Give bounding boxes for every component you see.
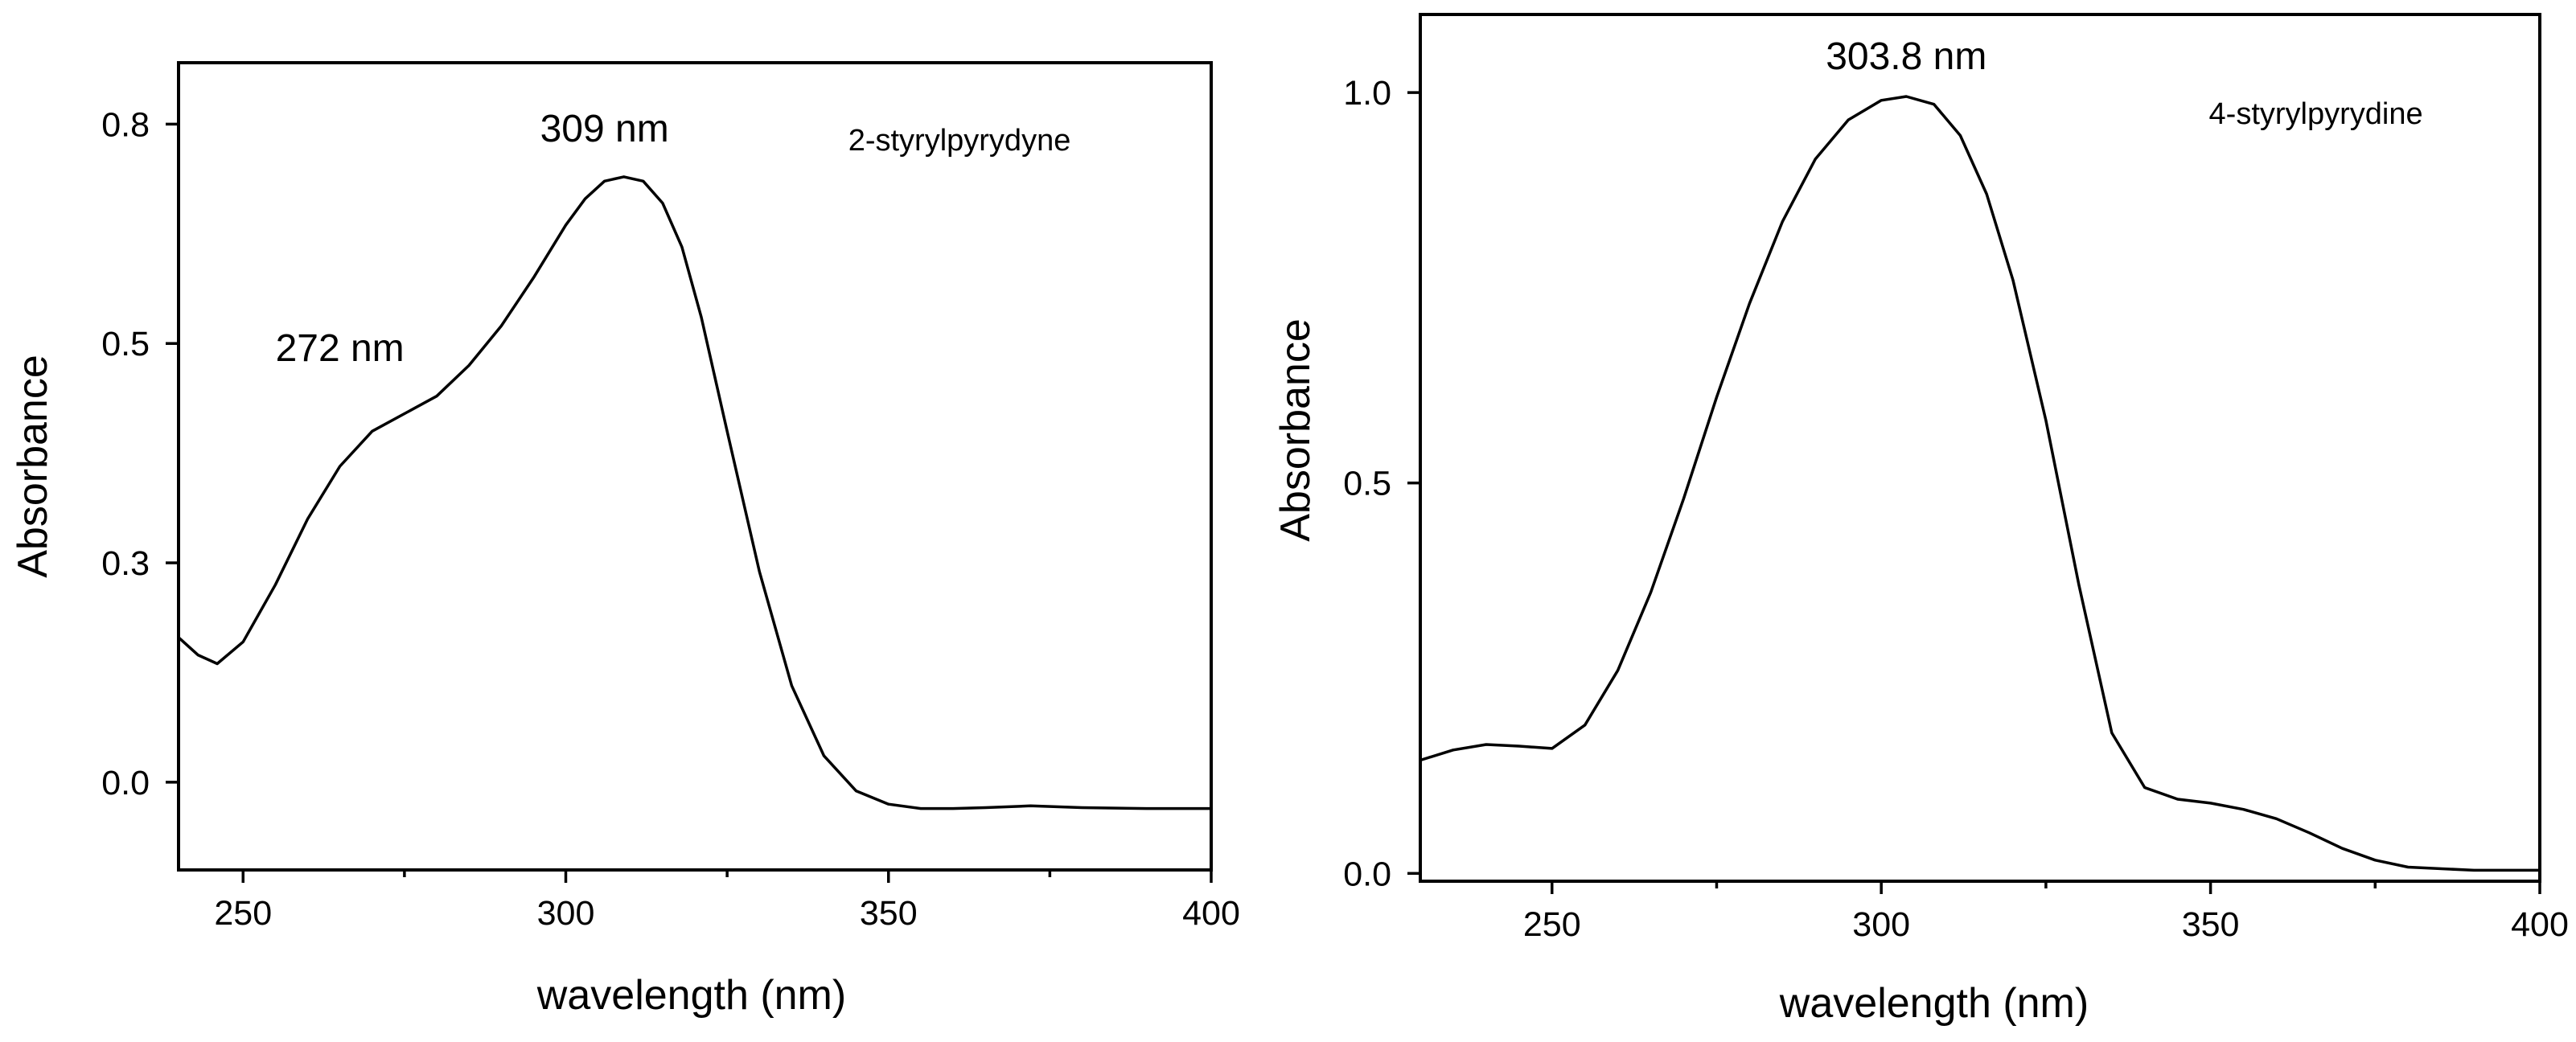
x-tick-label: 400	[2511, 905, 2569, 944]
absorbance-curve	[177, 175, 1213, 810]
y-tick-label: 0.8	[101, 105, 150, 144]
absorbance-curve	[1419, 95, 2541, 872]
x-tick-label: 300	[537, 894, 595, 933]
x-axis-title: wavelength (nm)	[1779, 980, 2089, 1027]
y-tick-label: 0.3	[101, 544, 150, 583]
compound-label: 2-styrylpyrydyne	[848, 124, 1071, 158]
plot-frame	[177, 61, 1213, 872]
x-tick-label: 250	[1523, 905, 1581, 944]
x-tick-label: 400	[1182, 894, 1240, 933]
peak-label: 309 nm	[540, 108, 669, 150]
x-axis-title: wavelength (nm)	[536, 972, 846, 1019]
x-tick-label: 250	[214, 894, 272, 933]
plot-frame	[1419, 13, 2541, 883]
x-tick-label: 350	[2182, 905, 2240, 944]
y-tick-label: 0.5	[1343, 465, 1391, 503]
x-tick-label: 300	[1852, 905, 1910, 944]
peak-label: 303.8 nm	[1826, 35, 1986, 78]
y-axis-title: Absorbance	[10, 355, 56, 578]
compound-label: 4-styrylpyrydine	[2209, 97, 2423, 131]
y-axis-title: Absorbance	[1272, 318, 1319, 542]
x-tick-label: 350	[860, 894, 918, 933]
y-tick-label: 0.5	[101, 325, 150, 363]
peak-label: 272 nm	[276, 327, 405, 370]
y-tick-label: 1.0	[1343, 74, 1391, 113]
chart-2-styrylpyridine: 250 300 350 400 0.0 0.3 0.5 0.8 wavelength (nm) A…	[10, 61, 1240, 1019]
y-tick-label: 0.0	[101, 764, 150, 802]
chart-4-styrylpyridine: 250 300 350 400 0.0 0.5 1.0 wavelength (nm) Abso…	[1272, 13, 2569, 1027]
y-tick-label: 0.0	[1343, 855, 1391, 893]
